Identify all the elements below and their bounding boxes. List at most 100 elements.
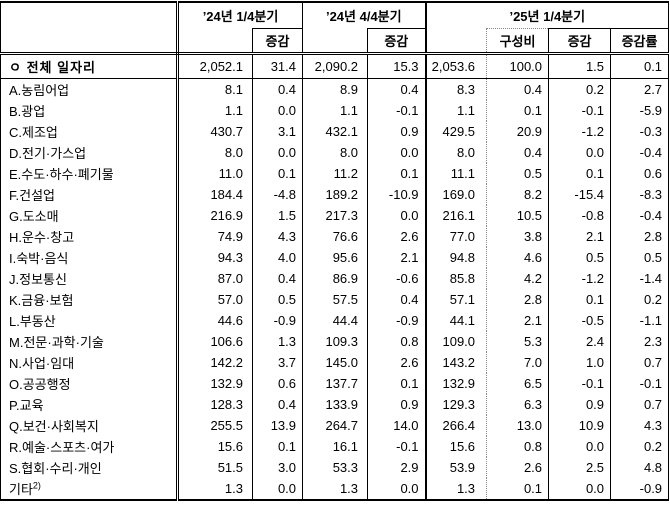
cell: 95.6 xyxy=(302,247,369,268)
cell: -0.1 xyxy=(639,376,663,391)
table-row: E.수도·하수·폐기물 11.0 0.1 11.2 0.1 11.1 0.5 0.1 0.6 xyxy=(0,163,669,184)
row-label: B.광업 xyxy=(0,100,179,121)
cell: 2.9 xyxy=(367,457,427,478)
cell: 109.0 xyxy=(425,331,488,352)
cell: 44.1 xyxy=(425,310,488,331)
cell: 1.3 xyxy=(252,331,304,352)
table-row: R.예술·스포츠·여가 15.6 0.1 16.1 -0.1 15.6 0.8 0.0 0.2 xyxy=(0,436,669,457)
cell: 264.7 xyxy=(302,415,369,436)
cell: 0.1 xyxy=(486,100,550,121)
row-label: L.부동산 xyxy=(0,310,179,331)
cell: 0.1 xyxy=(367,373,427,394)
cell: 430.7 xyxy=(177,121,253,142)
cell: 0.9 xyxy=(548,394,612,415)
cell: 11.1 xyxy=(425,163,488,184)
cell: 2.7 xyxy=(643,82,663,97)
cell: 0.2 xyxy=(548,78,612,100)
cell: -4.8 xyxy=(252,184,304,205)
row-label: O.공공행정 xyxy=(0,373,179,394)
cell: 11.0 xyxy=(177,163,253,184)
cell: 432.1 xyxy=(302,121,369,142)
cell: 0.6 xyxy=(643,166,663,181)
cell: 1.1 xyxy=(425,100,488,121)
cell: -0.6 xyxy=(367,268,427,289)
cell: 3.7 xyxy=(252,352,304,373)
cell: 0.7 xyxy=(643,397,663,412)
row-label: G.도소매 xyxy=(0,205,179,226)
cell: 7.0 xyxy=(486,352,550,373)
cell: 0.2 xyxy=(643,439,663,454)
table-row: Q.보건·사회복지 255.5 13.9 264.7 14.0 266.4 13.0 10.9… xyxy=(0,415,669,436)
cell: 255.5 xyxy=(177,415,253,436)
row-label: I.숙박·음식 xyxy=(0,247,179,268)
cell: 0.0 xyxy=(367,205,427,226)
cell: 3.8 xyxy=(486,226,550,247)
cell: 8.9 xyxy=(302,78,369,100)
cell: 6.5 xyxy=(486,373,550,394)
cell: 2.1 xyxy=(367,247,427,268)
subheader-25q1-value xyxy=(425,28,488,55)
cell: 8.1 xyxy=(177,78,253,100)
cell: -1.1 xyxy=(639,313,663,328)
cell: 2.1 xyxy=(486,310,550,331)
cell: 85.8 xyxy=(425,268,488,289)
cell: 44.6 xyxy=(177,310,253,331)
cell: 137.7 xyxy=(302,373,369,394)
cell: 31.4 xyxy=(252,53,304,79)
cell: 0.0 xyxy=(548,436,612,457)
cell: 133.9 xyxy=(302,394,369,415)
row-label-header xyxy=(0,2,179,55)
row-label: N.사업·임대 xyxy=(0,352,179,373)
cell: -0.1 xyxy=(367,436,427,457)
cell: 5.3 xyxy=(486,331,550,352)
cell: 0.0 xyxy=(252,100,304,121)
cell: 129.3 xyxy=(425,394,488,415)
subheader-24q4-value xyxy=(302,28,369,55)
cell: 44.4 xyxy=(302,310,369,331)
table-row: I.숙박·음식 94.3 4.0 95.6 2.1 94.8 4.6 0.5 0.5 xyxy=(0,247,669,268)
table-body: ㅇ 전체 일자리 2,052.1 31.4 2,090.2 15.3 2,053.6 100… xyxy=(0,53,669,500)
subheader-25q1-change-rate: 증감률 xyxy=(610,28,669,55)
total-row: ㅇ 전체 일자리 2,052.1 31.4 2,090.2 15.3 2,053.6 100… xyxy=(0,53,669,79)
cell: 10.9 xyxy=(548,415,612,436)
cell: 1.1 xyxy=(177,100,253,121)
cell: 1.1 xyxy=(302,100,369,121)
cell: 8.0 xyxy=(177,142,253,163)
cell: -0.5 xyxy=(548,310,612,331)
cell: 2.6 xyxy=(367,352,427,373)
cell: 11.2 xyxy=(302,163,369,184)
cell: 57.5 xyxy=(302,289,369,310)
cell: 0.1 xyxy=(486,478,550,500)
col-group-24q4: ’24년 4/4분기 xyxy=(302,2,427,29)
cell: 2.6 xyxy=(486,457,550,478)
cell: 0.7 xyxy=(643,355,663,370)
cell: 15.6 xyxy=(425,436,488,457)
row-label: D.전기·가스업 xyxy=(0,142,179,163)
cell: 10.5 xyxy=(486,205,550,226)
cell: 2.3 xyxy=(643,334,663,349)
cell: 1.0 xyxy=(548,352,612,373)
cell: -0.8 xyxy=(548,205,612,226)
table-row: B.광업 1.1 0.0 1.1 -0.1 1.1 0.1 -0.1 -5.9 xyxy=(0,100,669,121)
table-row: S.협회·수리·개인 51.5 3.0 53.3 2.9 53.9 2.6 2.5 4.8 xyxy=(0,457,669,478)
cell: -0.4 xyxy=(639,208,663,223)
cell: 57.0 xyxy=(177,289,253,310)
cell: 2,053.6 xyxy=(425,53,488,79)
table-row: F.건설업 184.4 -4.8 189.2 -10.9 169.0 8.2 -15.4 -8.… xyxy=(0,184,669,205)
table-row: K.금융·보험 57.0 0.5 57.5 0.4 57.1 2.8 0.1 0.2 xyxy=(0,289,669,310)
cell: 8.0 xyxy=(425,142,488,163)
cell: 169.0 xyxy=(425,184,488,205)
cell: 2.1 xyxy=(548,226,612,247)
table-row: J.정보통신 87.0 0.4 86.9 -0.6 85.8 4.2 -1.2 -1.4 xyxy=(0,268,669,289)
cell: 57.1 xyxy=(425,289,488,310)
header-sub-row: 증감 증감 구성비 증감 증감률 xyxy=(1,28,669,55)
cell: 429.5 xyxy=(425,121,488,142)
subheader-24q1-value xyxy=(177,28,253,55)
cell: 76.6 xyxy=(302,226,369,247)
col-group-25q1: ’25년 1/4분기 xyxy=(509,9,586,24)
footnote-marker: 2) xyxy=(32,480,41,491)
cell: 8.0 xyxy=(302,142,369,163)
row-label: P.교육 xyxy=(0,394,179,415)
cell: -0.1 xyxy=(548,373,612,394)
cell: 0.0 xyxy=(548,142,612,163)
